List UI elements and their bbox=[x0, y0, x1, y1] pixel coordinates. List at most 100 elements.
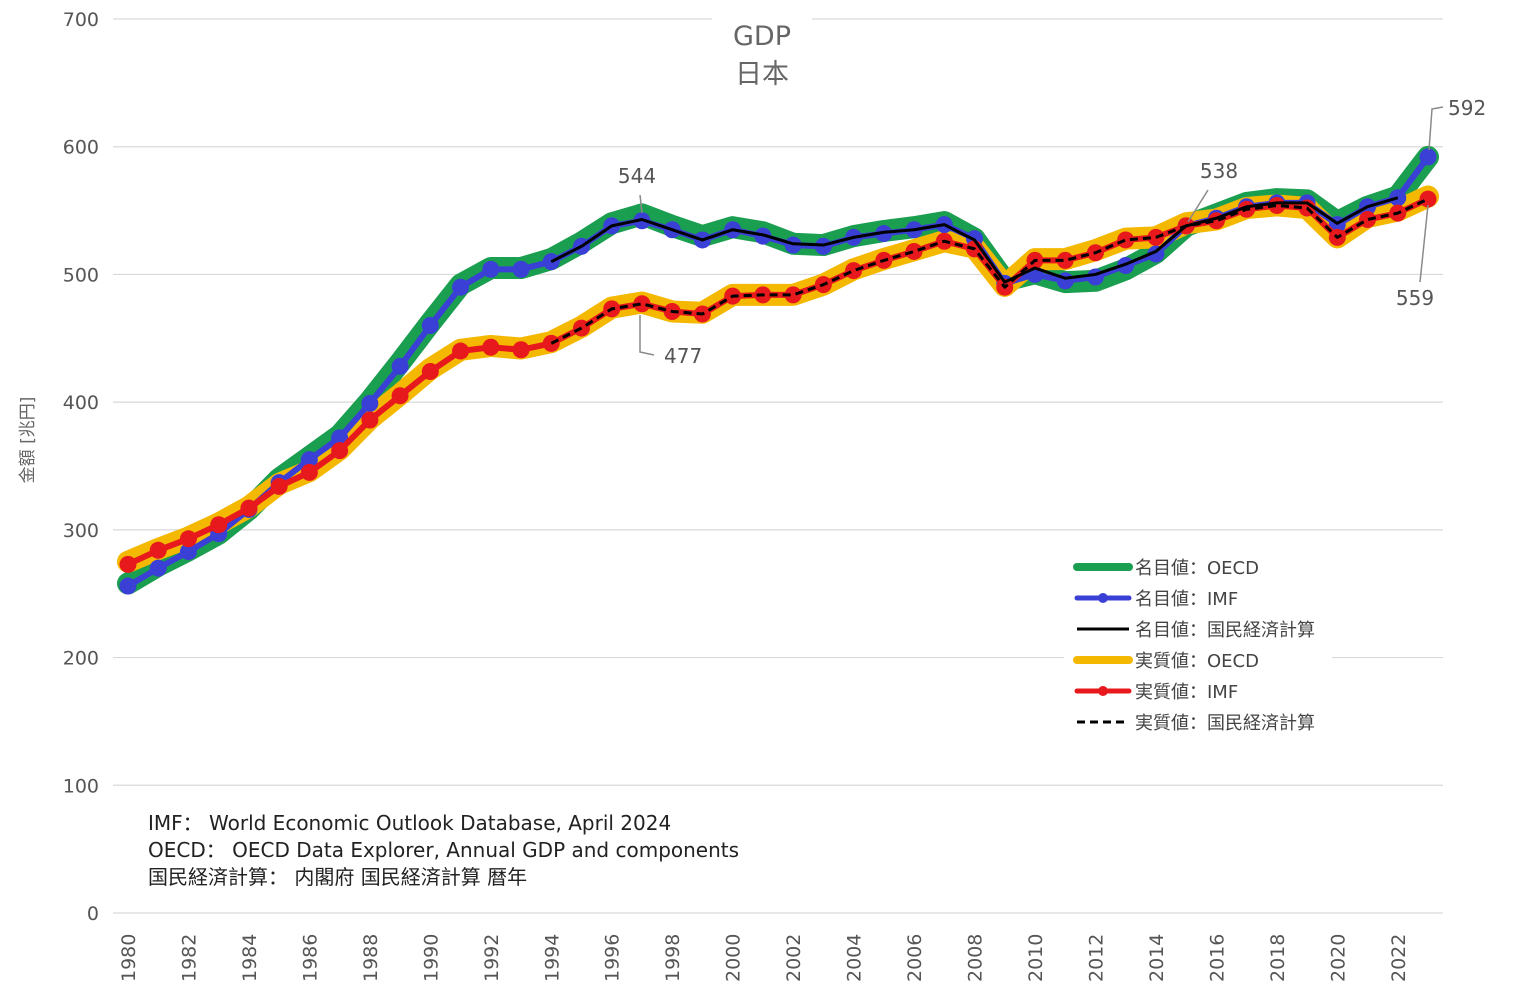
x-tick-label: 2016 bbox=[1206, 934, 1228, 982]
y-tick-label: 600 bbox=[63, 137, 99, 159]
series-line bbox=[550, 197, 1429, 345]
source-note-sna: 国民経済計算： 内閣府 国民経済計算 暦年 bbox=[148, 865, 527, 889]
x-tick-label: 1998 bbox=[662, 934, 684, 982]
data-point bbox=[1419, 148, 1437, 166]
chart-title: GDP bbox=[733, 21, 791, 52]
annotation-label: 592 bbox=[1448, 96, 1486, 120]
series-実質値-国民経済計算 bbox=[550, 197, 1429, 345]
data-point bbox=[361, 394, 379, 412]
legend-item: 名目値：OECD bbox=[1073, 558, 1259, 579]
annotation-label: 559 bbox=[1396, 286, 1434, 310]
data-point bbox=[149, 559, 167, 577]
y-tick-label: 300 bbox=[63, 520, 99, 542]
data-point bbox=[482, 260, 500, 278]
x-tick-label: 1982 bbox=[178, 934, 200, 982]
legend-item: 実質値：OECD bbox=[1073, 651, 1259, 672]
legend-label: 実質値：OECD bbox=[1135, 651, 1259, 672]
x-tick-label: 2020 bbox=[1327, 934, 1349, 982]
annotation-leader bbox=[1428, 106, 1444, 151]
data-point bbox=[119, 577, 137, 595]
data-point bbox=[179, 530, 197, 548]
data-point bbox=[421, 362, 439, 380]
x-tick-label: 2018 bbox=[1267, 934, 1289, 982]
data-point bbox=[391, 387, 409, 405]
x-tick-label: 1980 bbox=[118, 934, 140, 982]
data-point bbox=[179, 543, 197, 561]
x-tick-label: 1990 bbox=[420, 934, 442, 982]
x-tick-label: 1992 bbox=[481, 934, 503, 982]
gridlines bbox=[113, 18, 1443, 914]
annotation-label: 538 bbox=[1200, 159, 1238, 183]
x-axis-ticks: 1980 1982 1984 1986 1988 1990 1992 1994 1996 1998… bbox=[118, 934, 1410, 982]
x-tick-label: 2006 bbox=[904, 934, 926, 982]
legend-swatch-marker bbox=[1098, 593, 1108, 603]
legend-label: 名目値：OECD bbox=[1135, 558, 1259, 579]
x-tick-label: 1988 bbox=[360, 934, 382, 982]
annotation-leader bbox=[1187, 189, 1209, 223]
series-line bbox=[550, 196, 1399, 284]
y-axis-ticks: 0 100 200 300 400 500 600 700 bbox=[63, 9, 99, 925]
annotation-leader bbox=[639, 315, 655, 356]
x-tick-label: 2000 bbox=[723, 934, 745, 982]
data-point bbox=[633, 295, 651, 313]
annotation-label: 477 bbox=[664, 344, 702, 368]
legend-label: 実質値：IMF bbox=[1135, 682, 1238, 703]
y-axis-label: 金額 [兆円] bbox=[18, 397, 38, 484]
annotation-leader bbox=[1419, 204, 1429, 283]
x-tick-label: 2002 bbox=[783, 934, 805, 982]
data-point bbox=[512, 260, 530, 278]
legend-item: 名目値：国民経済計算 bbox=[1077, 620, 1315, 641]
source-notes: IMF： World Economic Outlook Database, Ap… bbox=[148, 811, 739, 889]
data-annotations: 544 477 538 592 559 bbox=[618, 96, 1486, 368]
x-tick-label: 2008 bbox=[965, 934, 987, 982]
x-tick-label: 1984 bbox=[239, 934, 261, 982]
data-point bbox=[210, 516, 228, 534]
x-tick-label: 2014 bbox=[1146, 934, 1168, 982]
data-point bbox=[240, 499, 258, 517]
data-point bbox=[452, 278, 470, 296]
y-tick-label: 700 bbox=[63, 9, 99, 31]
data-point bbox=[119, 555, 137, 573]
data-point bbox=[1268, 196, 1286, 214]
series-line bbox=[126, 196, 1430, 568]
y-tick-label: 500 bbox=[63, 264, 99, 286]
legend-label: 実質値：国民経済計算 bbox=[1135, 713, 1315, 734]
data-point bbox=[482, 338, 500, 356]
data-point bbox=[1419, 190, 1437, 208]
data-point bbox=[270, 477, 288, 495]
legend-item: 実質値：IMF bbox=[1074, 682, 1238, 703]
x-tick-label: 2012 bbox=[1085, 934, 1107, 982]
data-point bbox=[421, 317, 439, 335]
legend-item: 名目値：IMF bbox=[1074, 589, 1238, 610]
data-point bbox=[300, 451, 318, 469]
y-tick-label: 400 bbox=[63, 392, 99, 414]
data-point bbox=[452, 342, 470, 360]
y-tick-label: 200 bbox=[63, 648, 99, 670]
source-note-imf: IMF： World Economic Outlook Database, Ap… bbox=[148, 811, 671, 835]
annotation-label: 544 bbox=[618, 164, 656, 188]
y-tick-label: 0 bbox=[87, 903, 99, 925]
data-point bbox=[361, 411, 379, 429]
data-point bbox=[331, 442, 349, 460]
series-実質値-OECD bbox=[117, 185, 1439, 573]
x-tick-label: 2010 bbox=[1025, 934, 1047, 982]
annotation-leader bbox=[639, 194, 643, 214]
x-tick-label: 1986 bbox=[299, 934, 321, 982]
source-note-oecd: OECD： OECD Data Explorer, Annual GDP and… bbox=[148, 838, 739, 862]
data-point bbox=[1117, 231, 1135, 249]
data-point bbox=[1056, 251, 1074, 269]
chart-subtitle: 日本 bbox=[735, 59, 789, 90]
data-point bbox=[905, 242, 923, 260]
legend-item: 実質値：国民経済計算 bbox=[1077, 713, 1315, 734]
data-point bbox=[391, 357, 409, 375]
x-tick-label: 2004 bbox=[844, 934, 866, 982]
data-point bbox=[149, 541, 167, 559]
y-tick-label: 100 bbox=[63, 775, 99, 797]
data-point bbox=[784, 286, 802, 304]
data-point bbox=[300, 463, 318, 481]
series-名目値-国民経済計算 bbox=[550, 196, 1399, 284]
title-background bbox=[712, 14, 812, 94]
